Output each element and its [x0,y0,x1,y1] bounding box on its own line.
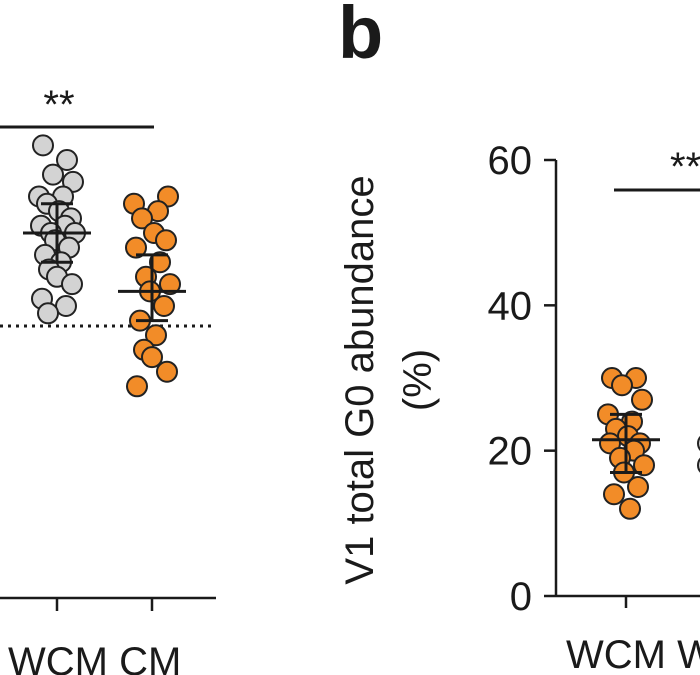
panel-letter: b [338,0,383,74]
data-point-cm [159,273,181,296]
data-point-wcm [631,388,653,411]
data-point-wcm [32,134,54,157]
data-point-wcm [42,163,64,186]
data-point-wcm [56,149,78,171]
y-tick-label-20: 20 [488,430,533,474]
data-point-wcm [627,476,649,498]
panel-b: b 0 20 40 60 V1 total G0 abundance (%) WCM W ** [338,0,700,675]
data-point-wcm [61,273,83,296]
data-point-cm [149,251,171,274]
x-tick-labels: WCM CM [8,640,181,675]
y-axis-label-line-2: (%) [396,349,440,411]
data-point-cm [145,324,167,347]
data-point-wcm [603,483,625,506]
y-tick-label-0: 0 [510,575,532,619]
y-axis-label: V1 total G0 abundance (%) [338,175,440,584]
data-point-wcm [37,302,59,325]
data-point-cm [126,375,148,398]
y-axis-label-line-1: V1 total G0 abundance [338,175,382,584]
y-tick-label-40: 40 [488,284,533,328]
data-point-cm [156,360,178,383]
data-point-wcm [619,497,641,520]
significance-label: ** [670,145,700,189]
data-point-cm [141,346,163,369]
data-point-wcm [611,374,633,397]
data-point-wcm [633,454,655,477]
data-point-cm [155,229,177,252]
y-tick-label-60: 60 [488,139,533,183]
significance-label: ** [43,83,74,127]
data-point-cm [131,207,153,230]
x-tick-labels: WCM W [566,633,700,675]
data-point-cm [153,295,175,317]
data-point-cm [125,236,147,259]
data-point-wcm [55,295,77,317]
panel-a: ** WCM CM [0,83,216,675]
